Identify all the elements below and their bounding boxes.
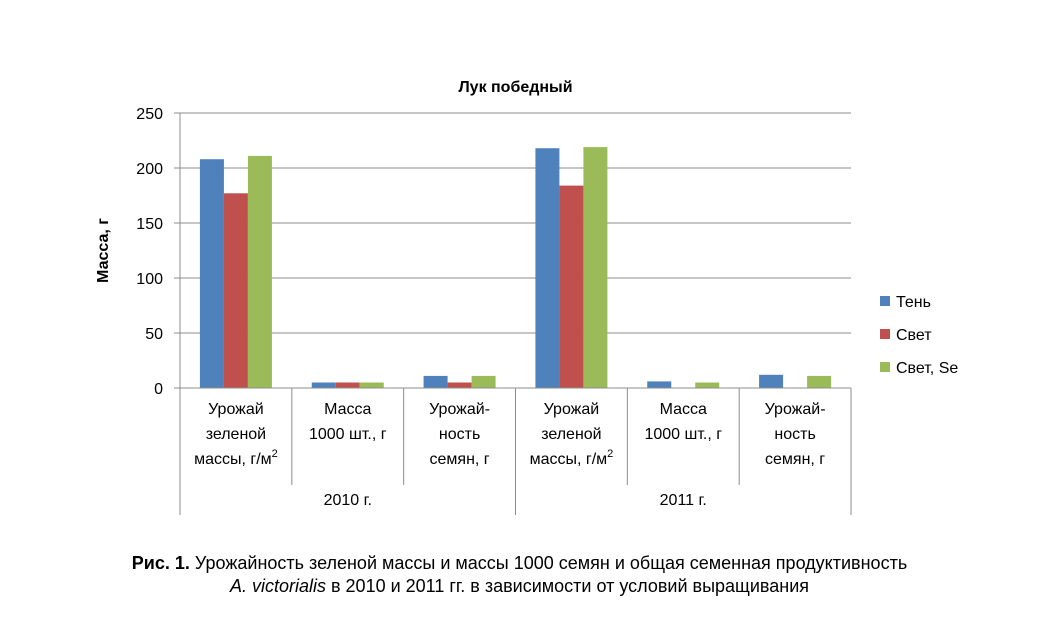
- bar: [447, 382, 472, 388]
- legend-swatch: [880, 362, 890, 372]
- caption-species: A. victorialis: [229, 576, 326, 596]
- y-tick-label: 200: [136, 161, 163, 178]
- category-label: Масса: [660, 401, 707, 418]
- legend-label: Свет, Se: [896, 360, 958, 377]
- category-label: массы, г/м2: [194, 448, 278, 468]
- group-label: 2011 г.: [660, 492, 707, 509]
- bar: [335, 382, 360, 388]
- y-tick-label: 250: [136, 106, 163, 123]
- y-tick-label: 50: [145, 326, 163, 343]
- group-label: 2010 г.: [324, 492, 372, 509]
- bar: [471, 375, 496, 388]
- category-label: 1000 шт., г: [309, 426, 387, 443]
- category-label: зеленой: [541, 426, 601, 443]
- bar: [807, 375, 832, 388]
- category-label: ность: [774, 426, 815, 443]
- bar: [311, 382, 336, 388]
- chart-title: Лук победный: [458, 79, 572, 96]
- bar: [695, 382, 720, 388]
- bar: [199, 159, 224, 388]
- caption-line-1: Рис. 1. Урожайность зеленой массы и масс…: [0, 552, 1039, 575]
- y-tick-label: 0: [154, 381, 163, 398]
- category-label-superscript: 2: [607, 448, 613, 460]
- bar: [535, 148, 560, 388]
- y-tick-label: 100: [136, 271, 163, 288]
- category-label: семян, г: [765, 451, 825, 468]
- category-label: массы, г/м2: [530, 448, 614, 468]
- bar: [247, 155, 272, 388]
- caption-text-1: Урожайность зеленой массы и массы 1000 с…: [189, 553, 908, 573]
- legend-swatch: [880, 296, 890, 306]
- category-label: 1000 шт., г: [644, 426, 722, 443]
- y-axis-label: Масса, г: [95, 218, 112, 283]
- category-label-superscript: 2: [272, 448, 278, 460]
- category-label: Урожай-: [765, 401, 826, 418]
- category-label: Масса: [324, 401, 371, 418]
- bar: [759, 374, 784, 388]
- category-label: ность: [439, 426, 480, 443]
- caption-line-2: A. victorialis в 2010 и 2011 гг. в завис…: [0, 575, 1039, 598]
- category-label: Урожай: [544, 401, 600, 418]
- legend-label: Тень: [896, 294, 931, 311]
- bar: [423, 375, 448, 388]
- category-label: Урожай-: [429, 401, 490, 418]
- caption-text-2: в 2010 и 2011 гг. в зависимости от услов…: [325, 576, 810, 596]
- bar: [559, 185, 584, 388]
- caption-label: Рис. 1.: [131, 553, 190, 573]
- category-label: Урожай: [208, 401, 264, 418]
- category-label: семян, г: [430, 451, 490, 468]
- y-tick-label: 150: [136, 216, 163, 233]
- bar: [583, 147, 608, 388]
- bar-chart: 0 50 100 150 200 250 Урожай зеленой массы, г/м2 М…: [95, 79, 958, 515]
- bar: [647, 381, 672, 388]
- legend-label: Свет: [896, 327, 932, 344]
- bar: [223, 193, 248, 388]
- figure-caption: Рис. 1. Урожайность зеленой массы и масс…: [0, 552, 1039, 598]
- legend-swatch: [880, 329, 890, 339]
- category-label: зеленой: [206, 426, 266, 443]
- bar: [359, 382, 384, 388]
